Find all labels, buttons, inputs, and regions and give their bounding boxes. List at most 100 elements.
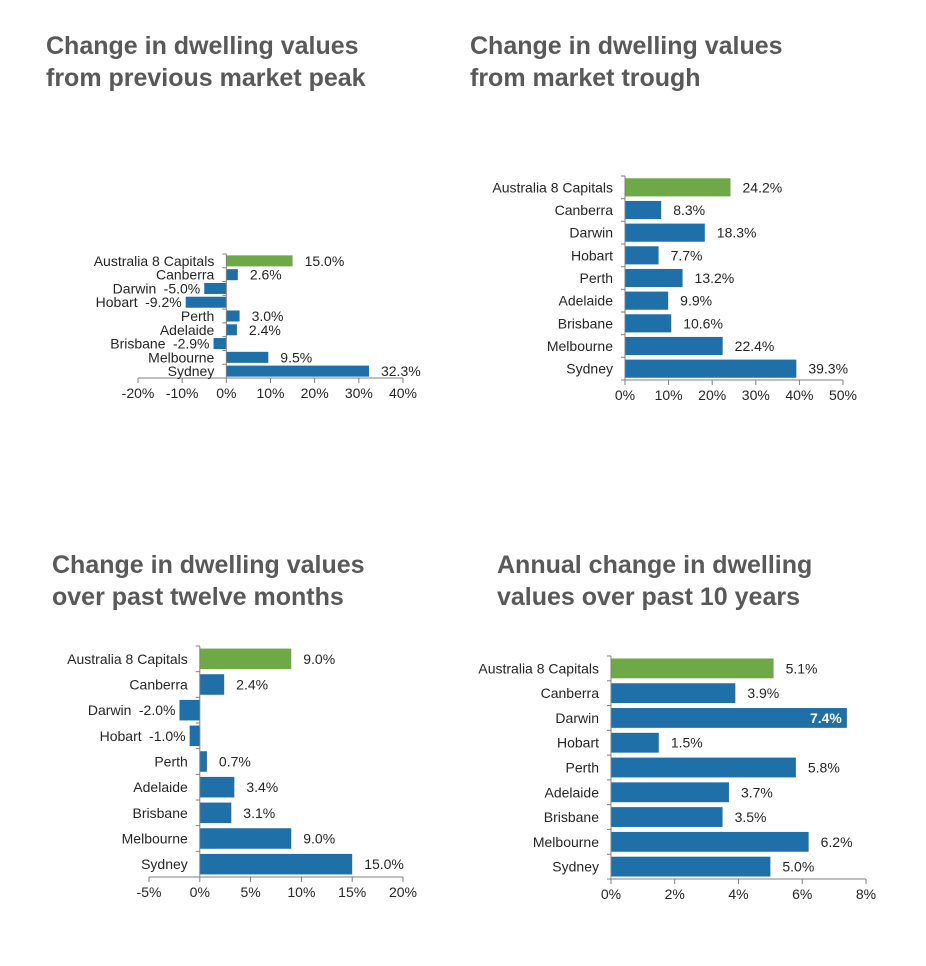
x-tick-label: 0% — [615, 387, 635, 403]
category-label: Canberra — [129, 677, 188, 693]
category-label: Perth — [181, 308, 214, 324]
bar — [199, 648, 292, 670]
category-label: Melbourne — [533, 834, 599, 850]
bar — [611, 782, 729, 803]
bar — [625, 314, 672, 333]
chart-title: Change in dwelling values from market tr… — [470, 30, 783, 94]
bar-chart-from-peak: -20% -10% 0% 10% 20% 30% 40% Australia 8 Capita… — [94, 253, 421, 401]
chart-title-line-2: from market trough — [470, 64, 701, 92]
chart-title-line-2: over past twelve months — [52, 583, 344, 611]
data-label: 3.7% — [741, 784, 773, 800]
category-label: Hobart — [96, 294, 138, 310]
bar — [611, 831, 809, 852]
data-label: 10.6% — [683, 315, 723, 331]
category-label: Melbourne — [547, 338, 613, 354]
x-tick-label: 5% — [240, 884, 260, 900]
category-label: Adelaide — [559, 293, 614, 309]
data-label: 5.0% — [782, 859, 814, 875]
chart-title-line-1: Change in dwelling values — [46, 32, 359, 60]
x-tick-label: 10% — [256, 385, 284, 401]
x-tick-label: 40% — [389, 385, 417, 401]
bar — [625, 178, 731, 197]
category-label: Canberra — [156, 267, 215, 283]
data-label: 15.0% — [305, 253, 345, 269]
category-label: Brisbane — [544, 809, 599, 825]
x-tick-label: -20% — [122, 385, 155, 401]
data-label: 8.3% — [673, 202, 705, 218]
chart-panel-from-trough: Change in dwelling values from market tr… — [463, 0, 926, 483]
x-tick-label: 0% — [216, 385, 236, 401]
bar — [189, 725, 200, 747]
data-label: 2.6% — [250, 267, 282, 283]
x-tick-label: 30% — [345, 385, 373, 401]
bar — [625, 291, 669, 310]
data-label: 3.5% — [735, 809, 767, 825]
bar-chart-from-trough: 0% 10% 20% 30% 40% 50% Australia 8 Capitals 24.… — [492, 175, 857, 403]
x-tick-label: -5% — [137, 884, 162, 900]
data-label: 2.4% — [249, 322, 281, 338]
chart-panel-twelve-months: Change in dwelling values over past twel… — [0, 483, 463, 966]
data-label: 3.4% — [246, 779, 278, 795]
data-label: 2.4% — [236, 677, 268, 693]
bar — [611, 856, 771, 877]
x-tick-label: 30% — [742, 387, 770, 403]
category-label: Canberra — [541, 685, 600, 701]
x-tick-label: -10% — [166, 385, 199, 401]
bar — [625, 268, 683, 288]
category-label: Darwin — [88, 702, 132, 718]
data-label: -1.0% — [149, 728, 186, 744]
bar — [199, 751, 207, 772]
x-tick-label: 20% — [389, 884, 417, 900]
category-label: Perth — [566, 760, 599, 776]
data-label: 0.7% — [219, 754, 251, 770]
bar — [226, 255, 293, 267]
bar — [611, 757, 796, 778]
x-tick-label: 6% — [792, 886, 812, 902]
bar — [204, 282, 227, 294]
category-label: Australia 8 Capitals — [67, 651, 188, 667]
chart-title: Change in dwelling values from previous … — [46, 30, 366, 94]
bar — [625, 359, 797, 378]
data-label: 32.3% — [381, 363, 421, 379]
x-tick-label: 4% — [728, 886, 748, 902]
data-label: 3.0% — [252, 308, 284, 324]
data-label: 39.3% — [808, 361, 848, 377]
data-label: 9.0% — [303, 651, 335, 667]
x-tick-label: 2% — [665, 886, 685, 902]
category-label: Hobart — [100, 728, 142, 744]
data-label: 9.5% — [280, 349, 312, 365]
category-label: Darwin — [555, 710, 599, 726]
x-tick-label: 0% — [190, 884, 210, 900]
category-label: Adelaide — [160, 322, 215, 338]
bar — [199, 853, 353, 875]
chart-title-line-1: Annual change in dwelling — [497, 551, 813, 579]
bar — [611, 708, 847, 728]
bar — [226, 351, 269, 363]
bar — [226, 269, 238, 281]
data-label: -9.2% — [145, 294, 182, 310]
bar — [611, 807, 723, 827]
data-label: -2.0% — [139, 702, 176, 718]
data-label: 7.7% — [671, 247, 703, 263]
chart-title-line-1: Change in dwelling values — [52, 551, 365, 579]
category-label: Brisbane — [110, 336, 165, 352]
x-tick-label: 50% — [829, 387, 857, 403]
chart-panel-ten-years: Annual change in dwelling values over pa… — [463, 483, 926, 966]
data-label: 9.0% — [303, 831, 335, 847]
data-label: 24.2% — [743, 179, 783, 195]
bar — [185, 296, 227, 308]
chart-title-line-1: Change in dwelling values — [470, 32, 783, 60]
chart-title: Annual change in dwelling values over pa… — [497, 549, 812, 613]
bar — [199, 802, 232, 824]
chart-title-line-2: values over past 10 years — [497, 583, 800, 611]
bar — [199, 776, 235, 798]
data-label: 3.1% — [243, 805, 275, 821]
data-label: 7.4% — [810, 710, 842, 726]
bar — [625, 246, 659, 265]
category-label: Darwin — [113, 280, 157, 296]
bar — [199, 828, 292, 849]
category-label: Australia 8 Capitals — [492, 179, 613, 195]
x-tick-label: 8% — [856, 886, 876, 902]
bar — [625, 223, 705, 242]
bar-chart-twelve-months: -5% 0% 5% 10% 15% 20% Australia 8 Capitals 9.0%… — [67, 645, 417, 900]
